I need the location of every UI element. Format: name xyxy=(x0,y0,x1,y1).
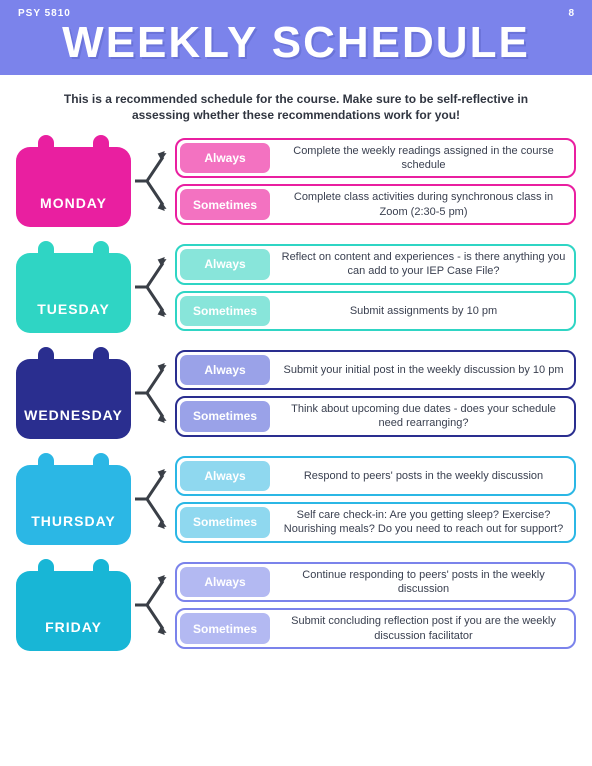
task-list: Always Continue responding to peers' pos… xyxy=(175,562,576,649)
tag-always: Always xyxy=(180,143,270,174)
task-sometimes: Sometimes Submit assignments by 10 pm xyxy=(175,291,576,331)
task-always-text: Submit your initial post in the weekly d… xyxy=(273,352,574,388)
branch-arrows-icon xyxy=(131,247,175,327)
branch-arrows-icon xyxy=(131,459,175,539)
task-always: Always Complete the weekly readings assi… xyxy=(175,138,576,179)
task-sometimes-text: Complete class activities during synchro… xyxy=(273,186,574,223)
task-list: Always Complete the weekly readings assi… xyxy=(175,138,576,225)
day-name: TUESDAY xyxy=(16,301,131,317)
day-name: FRIDAY xyxy=(16,619,131,635)
day-row: WEDNESDAY Always Submit your initial pos… xyxy=(16,347,576,439)
day-row: TUESDAY Always Reflect on content and ex… xyxy=(16,241,576,333)
tag-sometimes: Sometimes xyxy=(180,296,270,326)
branch-arrows-icon xyxy=(131,141,175,221)
page-number: 8 xyxy=(568,8,574,19)
day-row: THURSDAY Always Respond to peers' posts … xyxy=(16,453,576,545)
day-row: MONDAY Always Complete the weekly readin… xyxy=(16,135,576,227)
calendar-icon: FRIDAY xyxy=(16,559,131,651)
calendar-icon: THURSDAY xyxy=(16,453,131,545)
tag-always: Always xyxy=(180,567,270,598)
task-always-text: Respond to peers' posts in the weekly di… xyxy=(273,458,574,494)
branch-arrows-icon xyxy=(131,565,175,645)
schedule-rows: MONDAY Always Complete the weekly readin… xyxy=(0,135,592,651)
day-name: THURSDAY xyxy=(16,513,131,529)
task-sometimes: Sometimes Complete class activities duri… xyxy=(175,184,576,225)
calendar-icon: MONDAY xyxy=(16,135,131,227)
page-title: WEEKLY SCHEDULE xyxy=(18,21,574,65)
tag-sometimes: Sometimes xyxy=(180,401,270,432)
task-sometimes-text: Submit concluding reflection post if you… xyxy=(273,610,574,647)
day-row: FRIDAY Always Continue responding to pee… xyxy=(16,559,576,651)
task-sometimes-text: Think about upcoming due dates - does yo… xyxy=(273,398,574,435)
tag-always: Always xyxy=(180,355,270,385)
task-list: Always Reflect on content and experience… xyxy=(175,244,576,331)
branch-arrows-icon xyxy=(131,353,175,433)
tag-always: Always xyxy=(180,249,270,280)
task-always: Always Continue responding to peers' pos… xyxy=(175,562,576,603)
tag-always: Always xyxy=(180,461,270,491)
tag-sometimes: Sometimes xyxy=(180,189,270,220)
task-always-text: Complete the weekly readings assigned in… xyxy=(273,140,574,177)
task-always: Always Submit your initial post in the w… xyxy=(175,350,576,390)
header-banner: PSY 5810 8 WEEKLY SCHEDULE xyxy=(0,0,592,75)
intro-text: This is a recommended schedule for the c… xyxy=(0,75,592,135)
tag-sometimes: Sometimes xyxy=(180,507,270,538)
task-always: Always Respond to peers' posts in the we… xyxy=(175,456,576,496)
task-sometimes-text: Submit assignments by 10 pm xyxy=(273,293,574,329)
task-sometimes: Sometimes Self care check-in: Are you ge… xyxy=(175,502,576,543)
task-always-text: Continue responding to peers' posts in t… xyxy=(273,564,574,601)
task-sometimes: Sometimes Submit concluding reflection p… xyxy=(175,608,576,649)
calendar-icon: TUESDAY xyxy=(16,241,131,333)
task-sometimes-text: Self care check-in: Are you getting slee… xyxy=(273,504,574,541)
calendar-icon: WEDNESDAY xyxy=(16,347,131,439)
day-name: WEDNESDAY xyxy=(16,407,131,423)
task-sometimes: Sometimes Think about upcoming due dates… xyxy=(175,396,576,437)
day-name: MONDAY xyxy=(16,195,131,211)
task-list: Always Respond to peers' posts in the we… xyxy=(175,456,576,543)
tag-sometimes: Sometimes xyxy=(180,613,270,644)
task-always: Always Reflect on content and experience… xyxy=(175,244,576,285)
task-list: Always Submit your initial post in the w… xyxy=(175,350,576,437)
task-always-text: Reflect on content and experiences - is … xyxy=(273,246,574,283)
